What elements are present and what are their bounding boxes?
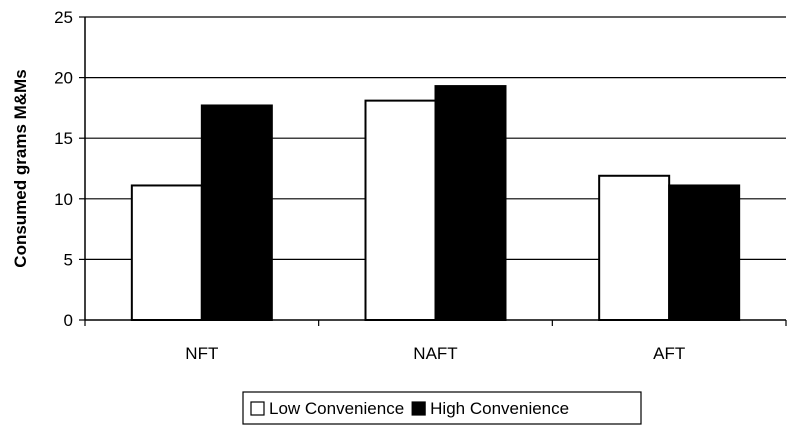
legend-label: Low Convenience (269, 399, 404, 418)
legend-label: High Convenience (430, 399, 569, 418)
bar-naft-high-convenience (434, 85, 507, 321)
x-tick-label: NFT (185, 344, 218, 363)
y-tick-label: 15 (54, 129, 73, 148)
y-tick-label: 0 (64, 311, 73, 330)
bar-aft-high-convenience (668, 184, 741, 321)
x-tick-label: NAFT (413, 344, 457, 363)
y-tick-label: 5 (64, 250, 73, 269)
y-tick-label: 25 (54, 8, 73, 27)
legend: Low Convenience High Convenience (242, 391, 642, 425)
bar-aft-low-convenience (598, 174, 671, 321)
axes: 0 5 10 15 20 25 NFT NAFT AFT Consumed grams M&Ms (11, 8, 787, 363)
x-tick-label: AFT (653, 344, 685, 363)
legend-swatch-high-convenience (411, 401, 426, 416)
bars (130, 85, 741, 321)
y-axis-title: Consumed grams M&Ms (11, 69, 30, 267)
bar-nft-high-convenience (200, 104, 273, 321)
y-tick-label: 20 (54, 69, 73, 88)
bar-naft-low-convenience (364, 99, 437, 321)
legend-swatch-low-convenience (250, 401, 265, 416)
bar-nft-low-convenience (130, 184, 203, 321)
legend-box (242, 391, 642, 425)
y-tick-label: 10 (54, 190, 73, 209)
